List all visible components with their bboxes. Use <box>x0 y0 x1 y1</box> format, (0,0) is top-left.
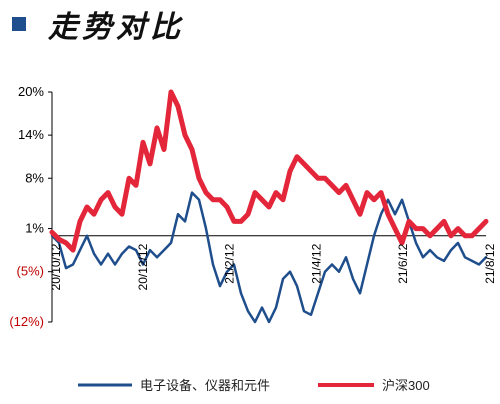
page-title: 走势对比 <box>48 10 184 45</box>
y-tick-label: 20% <box>18 84 44 99</box>
x-tick-label: 20/12/12 <box>136 243 150 290</box>
y-tick-label: (5%) <box>17 264 44 279</box>
legend-label: 电子设备、仪器和元件 <box>140 378 270 393</box>
x-tick-label: 21/8/12 <box>483 243 497 283</box>
y-tick-label: (12%) <box>9 314 44 329</box>
y-tick-label: 1% <box>25 221 44 236</box>
y-tick-label: 8% <box>25 170 44 185</box>
y-tick-label: 14% <box>18 127 44 142</box>
x-tick-label: 21/2/12 <box>223 243 237 283</box>
x-tick-label: 21/6/12 <box>396 243 410 283</box>
series-line-electronics <box>50 191 488 324</box>
x-tick-label: 20/10/12 <box>49 243 63 290</box>
x-tick-label: 21/4/12 <box>309 243 323 283</box>
series-line-hs300 <box>49 89 489 253</box>
legend-label: 沪深300 <box>382 378 430 393</box>
title-square-icon <box>12 17 26 31</box>
title-row: 走势对比 <box>12 6 184 45</box>
